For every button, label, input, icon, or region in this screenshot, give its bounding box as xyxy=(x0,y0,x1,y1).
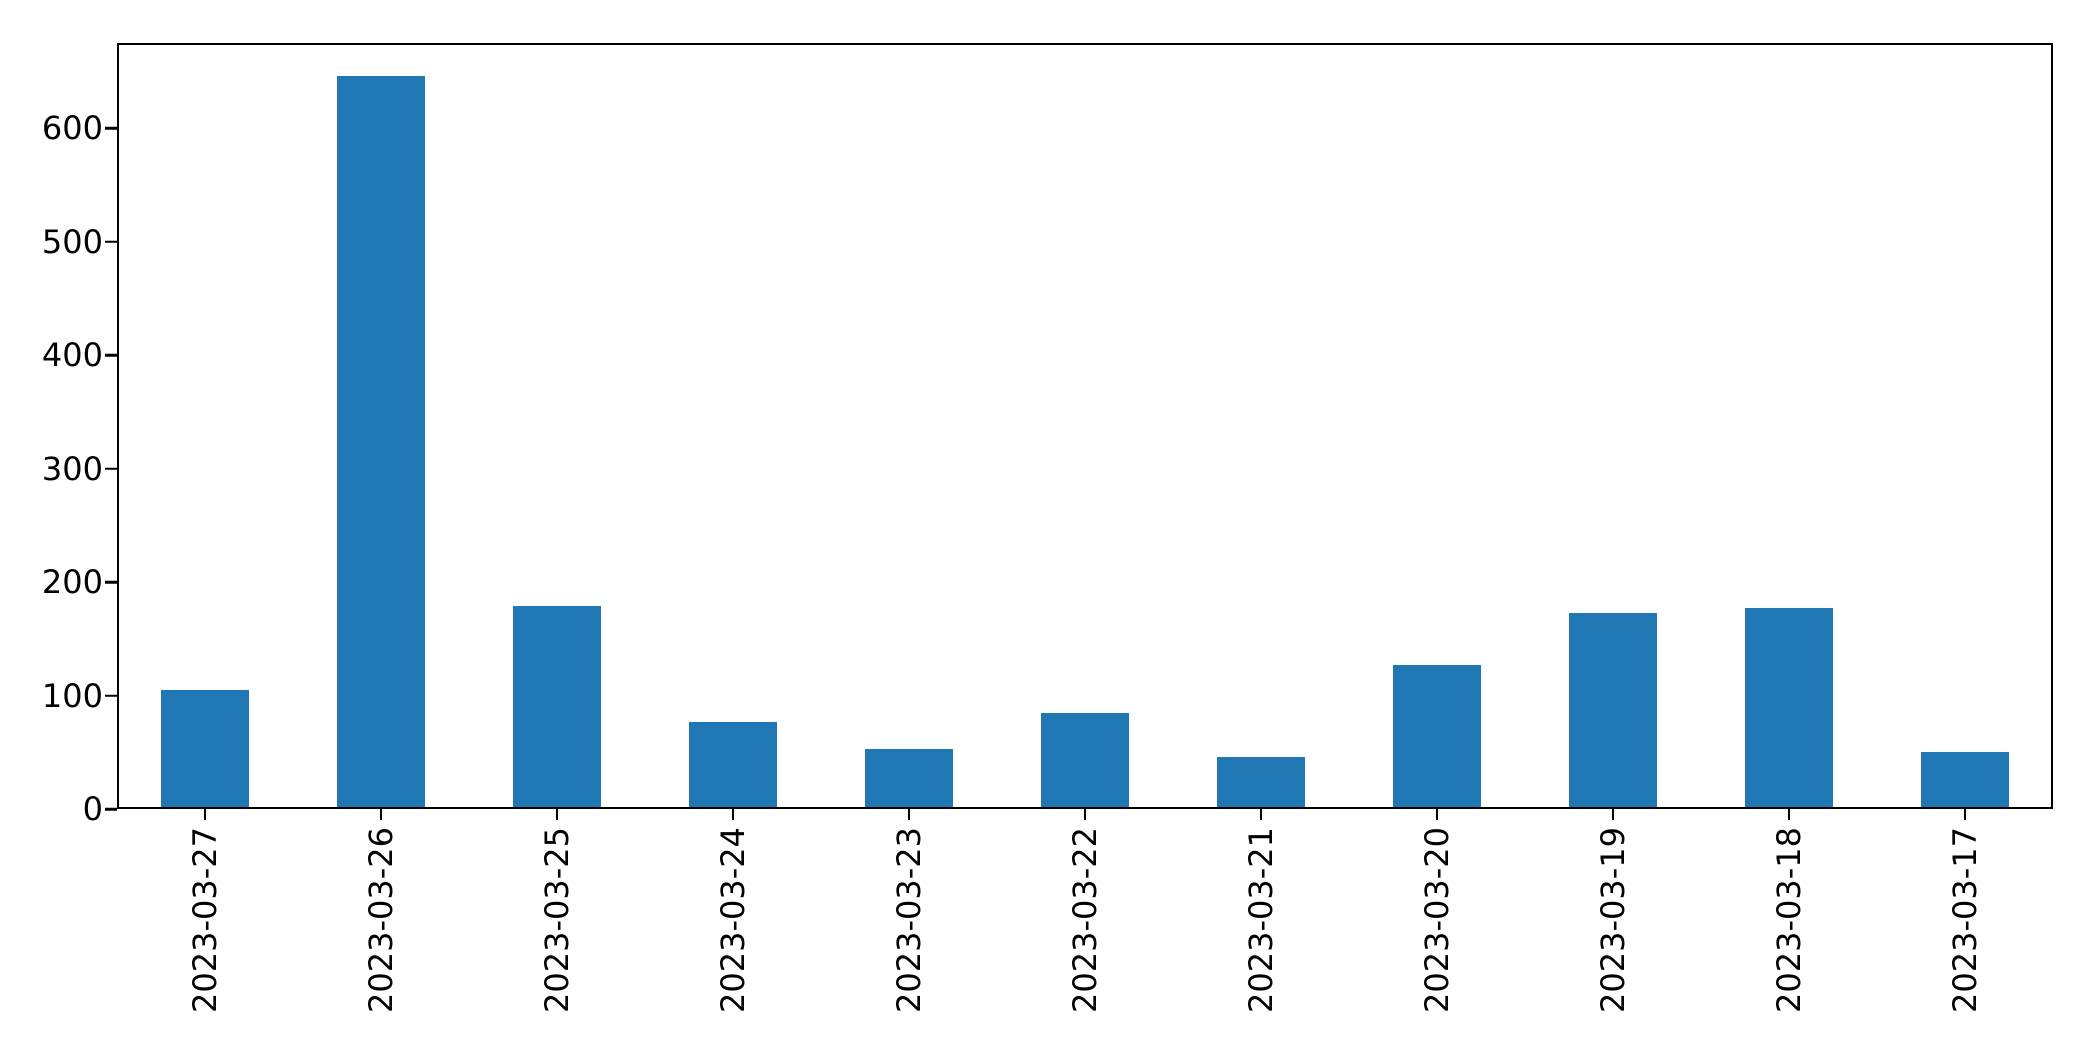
y-tick-label-100: 100 xyxy=(41,676,103,715)
x-tick-2023-03-21 xyxy=(1259,809,1263,820)
x-tick-2023-03-24 xyxy=(731,809,735,820)
y-tick-400 xyxy=(105,353,117,357)
bar-2023-03-27 xyxy=(161,689,249,809)
y-tick-label-200: 200 xyxy=(41,563,103,602)
bar-2023-03-21 xyxy=(1217,756,1305,809)
x-tick-2023-03-27 xyxy=(203,809,207,820)
bar-2023-03-26 xyxy=(337,75,425,809)
y-tick-600 xyxy=(105,126,117,130)
x-tick-label-2023-03-17: 2023-03-17 xyxy=(1945,827,1984,1013)
x-tick-label-2023-03-22: 2023-03-22 xyxy=(1065,827,1104,1013)
bar-2023-03-25 xyxy=(513,605,601,809)
x-tick-label-2023-03-20: 2023-03-20 xyxy=(1417,827,1456,1013)
x-tick-label-2023-03-24: 2023-03-24 xyxy=(713,827,752,1013)
x-tick-2023-03-17 xyxy=(1963,809,1967,820)
bar-2023-03-20 xyxy=(1392,664,1481,809)
bar-2023-03-17 xyxy=(1921,752,2009,809)
y-tick-label-400: 400 xyxy=(41,336,103,375)
bar-2023-03-19 xyxy=(1569,612,1657,809)
x-tick-2023-03-18 xyxy=(1787,809,1791,820)
y-tick-100 xyxy=(105,694,117,697)
x-tick-label-2023-03-23: 2023-03-23 xyxy=(889,827,928,1013)
y-tick-label-600: 600 xyxy=(41,109,103,148)
bar-2023-03-18 xyxy=(1745,608,1833,809)
y-tick-label-0: 0 xyxy=(82,790,103,828)
x-tick-label-2023-03-25: 2023-03-25 xyxy=(537,827,576,1013)
x-tick-2023-03-23 xyxy=(907,809,911,820)
x-tick-label-2023-03-18: 2023-03-18 xyxy=(1769,827,1808,1013)
bar-2023-03-22 xyxy=(1041,712,1129,809)
plot-area xyxy=(117,43,2053,809)
x-tick-2023-03-25 xyxy=(555,809,559,820)
x-tick-label-2023-03-19: 2023-03-19 xyxy=(1593,827,1632,1013)
y-tick-200 xyxy=(105,580,117,584)
bar-2023-03-24 xyxy=(689,721,777,809)
x-tick-2023-03-20 xyxy=(1435,809,1439,820)
bar-2023-03-23 xyxy=(865,748,953,809)
y-tick-500 xyxy=(105,240,117,243)
y-tick-300 xyxy=(105,467,117,470)
x-tick-2023-03-22 xyxy=(1083,809,1087,820)
x-tick-label-2023-03-26: 2023-03-26 xyxy=(361,827,400,1013)
y-tick-0 xyxy=(105,807,117,811)
x-tick-2023-03-19 xyxy=(1611,809,1615,820)
x-tick-label-2023-03-21: 2023-03-21 xyxy=(1241,827,1280,1013)
x-tick-2023-03-26 xyxy=(379,809,383,820)
x-tick-label-2023-03-27: 2023-03-27 xyxy=(185,827,224,1013)
y-tick-label-500: 500 xyxy=(41,222,103,261)
y-tick-label-300: 300 xyxy=(41,449,103,488)
